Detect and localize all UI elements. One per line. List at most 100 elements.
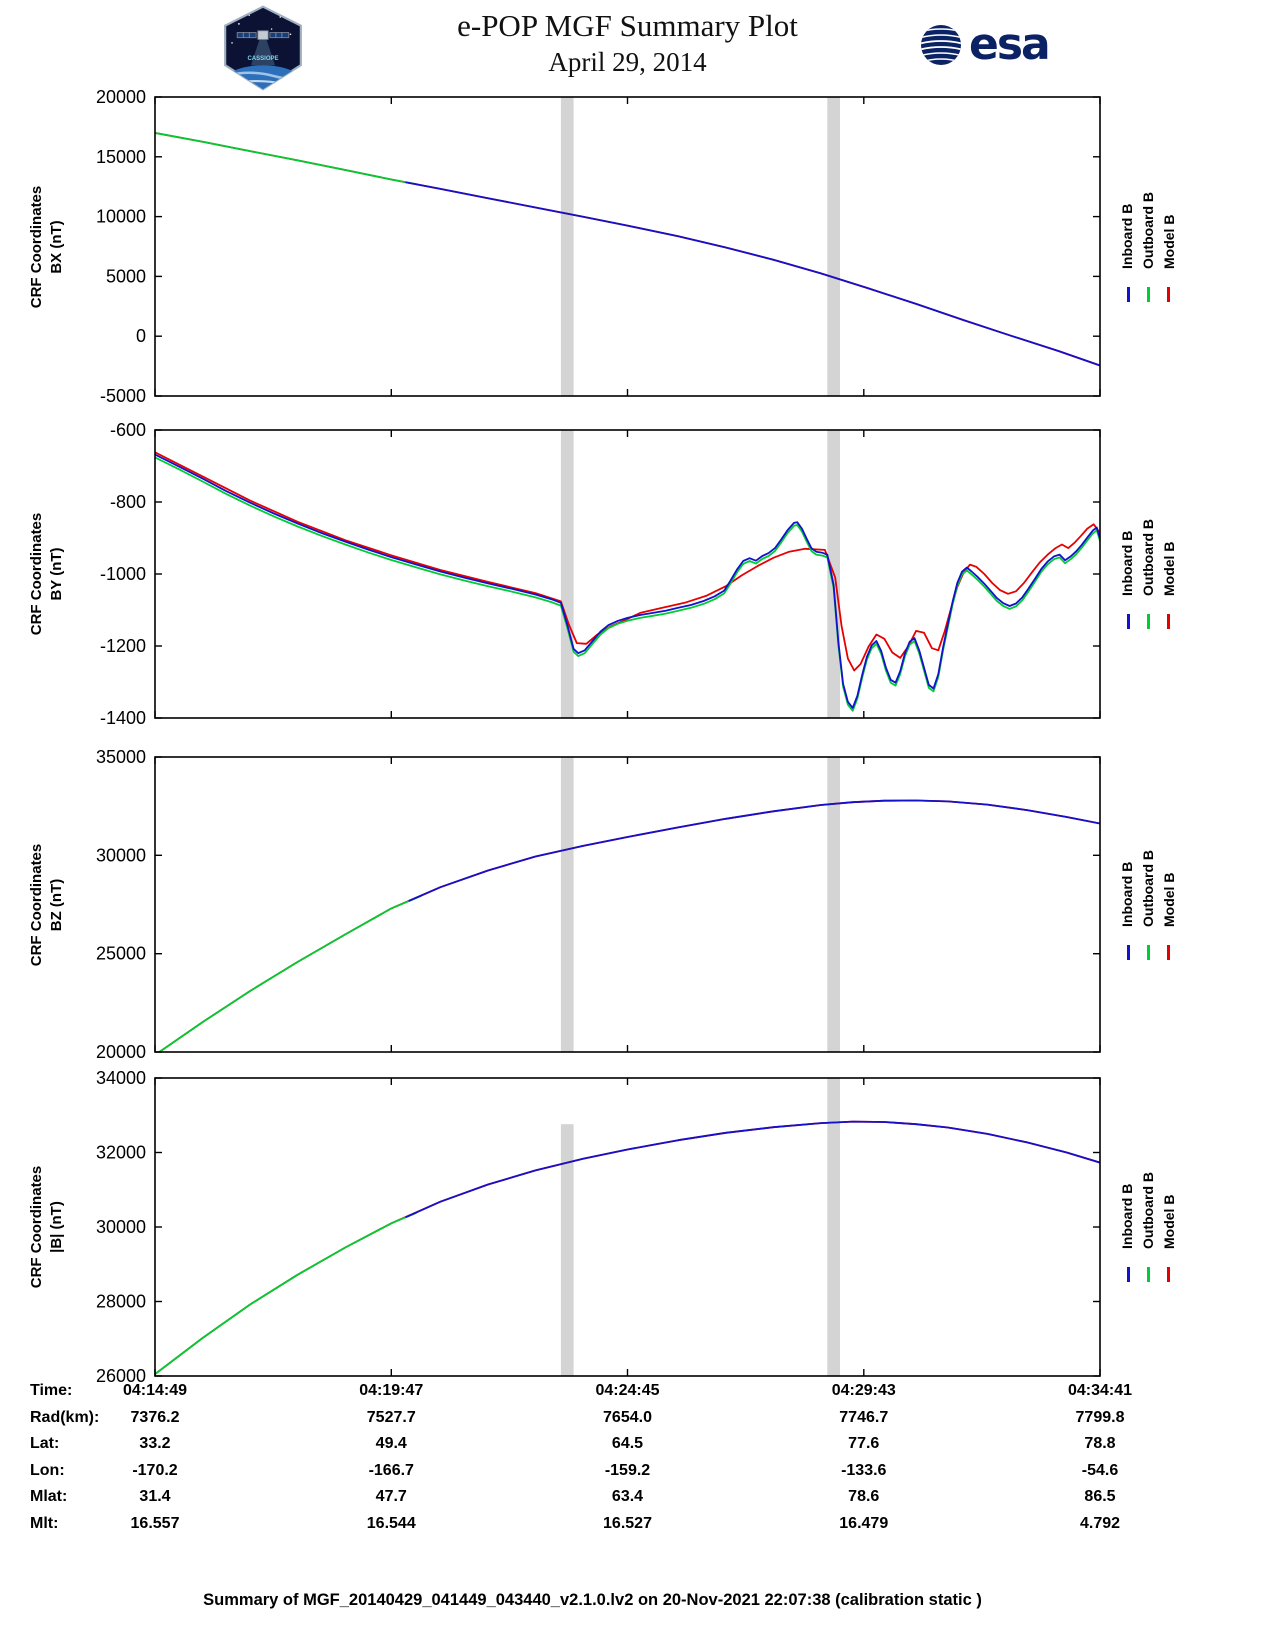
legend-key-model bbox=[1166, 614, 1170, 629]
plot-header: e-POP MGF Summary Plot April 29, 2014 bbox=[155, 8, 1100, 78]
data-gap-band bbox=[560, 430, 574, 718]
table-cell: -159.2 bbox=[604, 1461, 651, 1479]
table-cell: 16.527 bbox=[603, 1514, 652, 1532]
data-gap-band bbox=[560, 1124, 574, 1376]
legend-key-outboard bbox=[1146, 944, 1150, 960]
esa-globe-icon bbox=[921, 25, 961, 65]
legend-BY: Inboard B Outboard B Model B bbox=[1104, 430, 1192, 718]
table-cell: 7799.8 bbox=[1075, 1408, 1125, 1426]
esa-logo: esa bbox=[918, 19, 1051, 70]
data-gap-band bbox=[827, 97, 840, 396]
y-tick-label: 20000 bbox=[96, 87, 146, 107]
table-cell: 4.792 bbox=[1079, 1514, 1121, 1532]
series-outboard-BX bbox=[155, 132, 419, 186]
y-tick-label: 25000 bbox=[96, 944, 146, 964]
table-row-label: Mlt: bbox=[30, 1514, 59, 1532]
table-cell: 16.479 bbox=[839, 1514, 889, 1532]
table-cell: 78.6 bbox=[848, 1488, 880, 1505]
legend-label: Model B bbox=[1161, 541, 1177, 596]
data-gap-band bbox=[827, 757, 840, 1052]
y-tick-label: 20000 bbox=[96, 1042, 146, 1062]
summary-footnote: Summary of MGF_20140429_041449_043440_v2… bbox=[203, 1591, 982, 1609]
legend-key-model bbox=[1166, 1267, 1170, 1282]
legend-label: Inboard B bbox=[1119, 530, 1135, 596]
table-cell: 16.544 bbox=[366, 1514, 416, 1532]
table-cell: 64.5 bbox=[611, 1435, 644, 1452]
table-cell: 86.5 bbox=[1084, 1488, 1116, 1505]
y-tick-label: -5000 bbox=[100, 386, 146, 406]
y-tick-label: 28000 bbox=[96, 1292, 146, 1312]
legend-key-inboard bbox=[1126, 286, 1130, 302]
legend-BZ: Inboard B Outboard B Model B bbox=[1104, 757, 1192, 1052]
page-date: April 29, 2014 bbox=[548, 47, 707, 77]
table-cell: 63.4 bbox=[611, 1488, 644, 1505]
legend-BX: Inboard B Outboard B Model B bbox=[1104, 97, 1192, 396]
y-tick-label: 35000 bbox=[96, 747, 146, 767]
panel-border bbox=[154, 1077, 1101, 1377]
table-cell: 04:29:43 bbox=[831, 1382, 896, 1399]
series-inboard-BY bbox=[155, 453, 1100, 709]
table-cell: 7527.7 bbox=[366, 1408, 416, 1426]
series-model-BY bbox=[155, 451, 1100, 672]
legend-label: Outboard B bbox=[1140, 191, 1156, 269]
series-inboard-Bmag bbox=[405, 1120, 1100, 1219]
table-cell: -170.2 bbox=[132, 1461, 178, 1479]
data-gap-band bbox=[560, 757, 574, 1052]
esa-wordmark: esa bbox=[969, 19, 1051, 70]
table-row-label: Mlat: bbox=[30, 1488, 68, 1505]
table-row-label: Rad(km): bbox=[30, 1408, 100, 1426]
page-title: e-POP MGF Summary Plot bbox=[457, 8, 798, 43]
panel-BZ: 20000 25000 30000 35000 bbox=[96, 747, 1101, 1062]
legend-key-inboard bbox=[1126, 1267, 1130, 1282]
legend-label: Inboard B bbox=[1119, 861, 1135, 927]
series-outboard-Bmag bbox=[155, 1211, 417, 1375]
y-tick-label: 32000 bbox=[96, 1143, 146, 1163]
y-tick-label: -800 bbox=[110, 492, 146, 512]
y-tick-label: 34000 bbox=[96, 1068, 146, 1088]
data-gap-band bbox=[827, 1078, 840, 1376]
legend-key-inboard bbox=[1126, 944, 1130, 960]
series-model-Bmag bbox=[155, 1120, 1100, 1375]
series-model-BX bbox=[155, 132, 1100, 367]
y-tick-label: 30000 bbox=[96, 1217, 146, 1237]
series-model-BZ bbox=[157, 799, 1100, 1052]
cassiope-mission-patch-logo: CASSIOPE bbox=[224, 5, 302, 91]
legend-key-model bbox=[1166, 944, 1170, 960]
y-tick-label: -1400 bbox=[100, 708, 146, 728]
panel-border bbox=[154, 429, 1101, 719]
table-row-label: Lon: bbox=[30, 1461, 65, 1479]
y-tick-label: 10000 bbox=[96, 207, 146, 227]
table-cell: 16.557 bbox=[130, 1514, 180, 1532]
legend-key-outboard bbox=[1146, 286, 1150, 302]
table-cell: 7746.7 bbox=[839, 1408, 889, 1426]
legend-label: Outboard B bbox=[1140, 519, 1156, 596]
table-cell: 7654.0 bbox=[603, 1408, 652, 1426]
panel-border bbox=[154, 756, 1101, 1053]
legend-key-model bbox=[1166, 286, 1170, 302]
legend-key-inboard bbox=[1126, 614, 1130, 629]
series-inboard-BX bbox=[405, 181, 1100, 367]
y-tick-label: 5000 bbox=[106, 266, 146, 286]
legend-label: Model B bbox=[1161, 872, 1177, 927]
table-cell: -54.6 bbox=[1081, 1461, 1119, 1479]
table-cell: 04:14:49 bbox=[122, 1382, 188, 1399]
y-tick-label: 26000 bbox=[96, 1366, 146, 1386]
legend-key-outboard bbox=[1146, 614, 1150, 629]
table-cell: 04:24:45 bbox=[595, 1382, 660, 1399]
y-tick-label: 15000 bbox=[96, 147, 146, 167]
table-cell: 77.6 bbox=[848, 1435, 880, 1452]
panel-Bmag: 26000 28000 30000 32000 34000 bbox=[96, 1068, 1101, 1386]
table-row-label: Lat: bbox=[30, 1435, 60, 1452]
legend-label: Outboard B bbox=[1140, 1172, 1156, 1249]
panel-BX: -5000 0 5000 10000 15000 20000 bbox=[96, 87, 1101, 406]
table-cell: 49.4 bbox=[375, 1435, 407, 1452]
table-row-label: Time: bbox=[30, 1382, 73, 1399]
panel-BY: -1400 -1200 -1000 -800 -600 bbox=[100, 420, 1101, 728]
legend-key-outboard bbox=[1146, 1267, 1150, 1282]
table-cell: 31.4 bbox=[139, 1488, 171, 1505]
legend-label: Outboard B bbox=[1140, 849, 1156, 927]
data-gap-band bbox=[560, 97, 574, 396]
legend-label: Model B bbox=[1161, 214, 1177, 269]
